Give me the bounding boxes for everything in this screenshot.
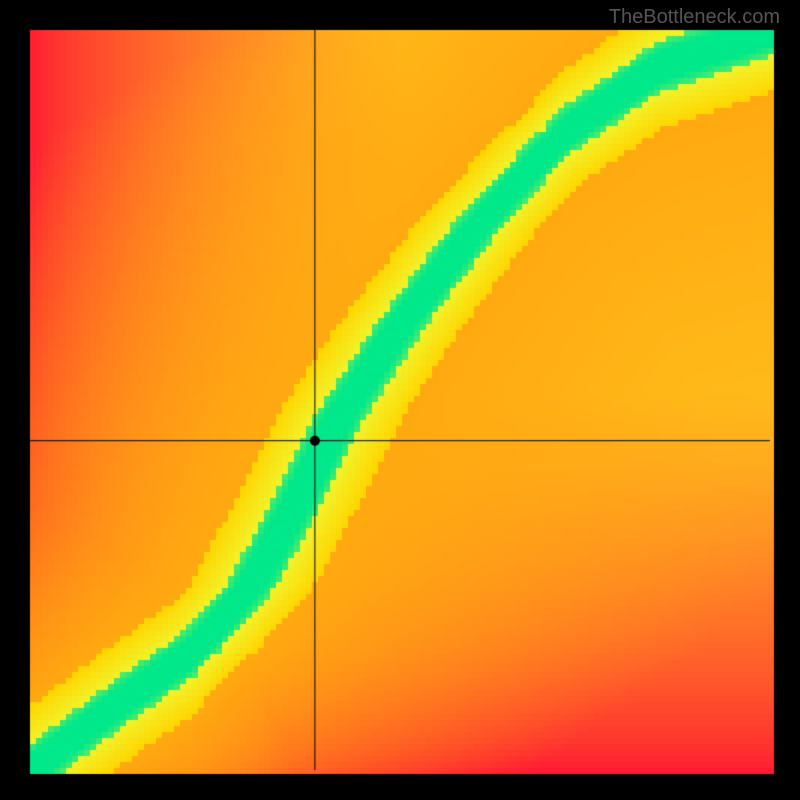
watermark-text: TheBottleneck.com [609,6,780,29]
bottleneck-heatmap [0,0,800,800]
chart-container: TheBottleneck.com [0,0,800,800]
